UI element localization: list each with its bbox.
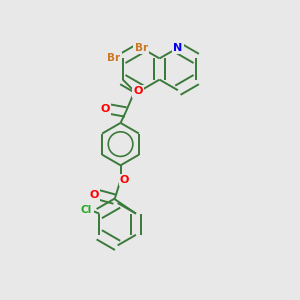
Text: O: O (134, 86, 143, 96)
Text: N: N (173, 43, 182, 53)
Text: O: O (100, 104, 110, 114)
Text: Br: Br (107, 53, 121, 63)
Text: O: O (120, 175, 129, 185)
Text: O: O (89, 190, 99, 200)
Text: Br: Br (135, 43, 148, 53)
Text: Cl: Cl (81, 205, 92, 215)
